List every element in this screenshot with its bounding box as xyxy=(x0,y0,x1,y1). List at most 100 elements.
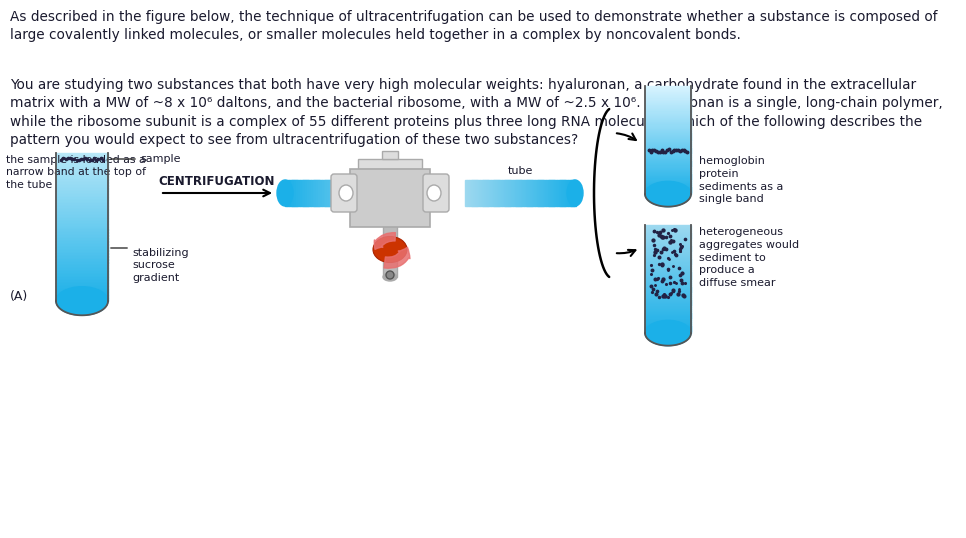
Bar xyxy=(645,189,691,192)
Bar xyxy=(518,180,521,206)
Bar xyxy=(645,270,691,273)
Bar xyxy=(548,180,550,206)
Ellipse shape xyxy=(383,273,397,281)
Bar xyxy=(645,165,691,168)
Bar xyxy=(645,292,691,294)
Bar xyxy=(56,188,108,192)
Bar xyxy=(570,180,572,206)
Bar xyxy=(542,180,544,206)
Bar xyxy=(303,180,305,206)
Bar xyxy=(485,180,488,206)
Bar xyxy=(371,180,374,206)
Bar xyxy=(478,180,480,206)
Bar xyxy=(550,180,552,206)
Bar xyxy=(366,180,368,206)
Bar xyxy=(645,287,691,290)
Bar xyxy=(356,180,358,206)
Bar xyxy=(534,180,537,206)
Bar xyxy=(287,180,289,206)
Bar xyxy=(645,176,691,179)
Bar xyxy=(553,180,555,206)
Bar xyxy=(645,242,691,244)
Bar xyxy=(56,209,108,212)
Bar xyxy=(645,133,691,136)
Bar xyxy=(645,109,691,112)
Bar xyxy=(56,191,108,194)
Bar xyxy=(474,180,476,206)
Bar xyxy=(554,180,557,206)
Bar xyxy=(645,272,691,275)
Bar xyxy=(645,174,691,176)
Bar xyxy=(645,146,691,148)
Bar xyxy=(316,180,319,206)
Bar xyxy=(645,94,691,97)
Bar xyxy=(529,180,531,206)
Bar xyxy=(355,180,357,206)
Bar xyxy=(645,163,691,166)
Ellipse shape xyxy=(567,180,583,206)
Bar xyxy=(384,180,386,206)
Bar xyxy=(465,180,468,206)
Bar xyxy=(56,194,108,197)
Bar xyxy=(560,180,562,206)
Bar xyxy=(645,237,691,240)
Bar xyxy=(389,180,392,206)
Bar xyxy=(56,179,108,182)
Ellipse shape xyxy=(645,181,691,207)
Bar xyxy=(351,180,354,206)
Bar xyxy=(291,180,293,206)
Bar xyxy=(645,150,691,153)
Bar xyxy=(350,169,430,227)
Bar xyxy=(318,180,321,206)
Bar xyxy=(645,250,691,253)
Bar xyxy=(645,307,691,309)
Bar xyxy=(540,180,543,206)
Bar xyxy=(497,180,498,206)
Ellipse shape xyxy=(339,185,353,201)
Bar xyxy=(645,309,691,312)
FancyArrowPatch shape xyxy=(374,232,395,250)
Bar xyxy=(645,311,691,314)
Bar xyxy=(385,180,388,206)
Bar xyxy=(645,111,691,114)
Bar xyxy=(522,180,525,206)
Text: the sample is loaded as a
narrow band at the top of
the tube: the sample is loaded as a narrow band at… xyxy=(6,155,146,190)
Bar xyxy=(342,180,344,206)
Bar xyxy=(56,158,108,162)
Bar xyxy=(309,180,311,206)
Bar xyxy=(489,180,491,206)
Bar xyxy=(56,185,108,188)
Bar xyxy=(645,172,691,174)
Bar xyxy=(515,180,517,206)
Bar xyxy=(480,180,482,206)
Bar xyxy=(645,181,691,183)
Bar xyxy=(645,281,691,284)
Bar xyxy=(324,180,326,206)
Text: (A): (A) xyxy=(10,290,28,303)
Bar xyxy=(301,180,304,206)
Bar xyxy=(645,285,691,288)
Text: tube: tube xyxy=(507,166,532,176)
Bar xyxy=(503,180,506,206)
Bar xyxy=(517,180,519,206)
Bar xyxy=(56,271,108,274)
Bar xyxy=(56,242,108,245)
Bar xyxy=(56,289,108,292)
Bar xyxy=(645,124,691,127)
Bar xyxy=(645,235,691,238)
Bar xyxy=(305,180,307,206)
Bar xyxy=(562,180,564,206)
Bar xyxy=(645,86,691,88)
Bar xyxy=(645,298,691,301)
Bar xyxy=(56,238,108,242)
Text: heterogeneous
aggregates would
sediment to
produce a
diffuse smear: heterogeneous aggregates would sediment … xyxy=(699,227,799,288)
Bar xyxy=(56,230,108,233)
Bar xyxy=(56,215,108,218)
Bar xyxy=(367,180,370,206)
Bar xyxy=(299,180,302,206)
Bar xyxy=(340,180,342,206)
Bar xyxy=(369,180,372,206)
Bar xyxy=(295,180,297,206)
Bar xyxy=(645,283,691,286)
Bar xyxy=(645,277,691,279)
